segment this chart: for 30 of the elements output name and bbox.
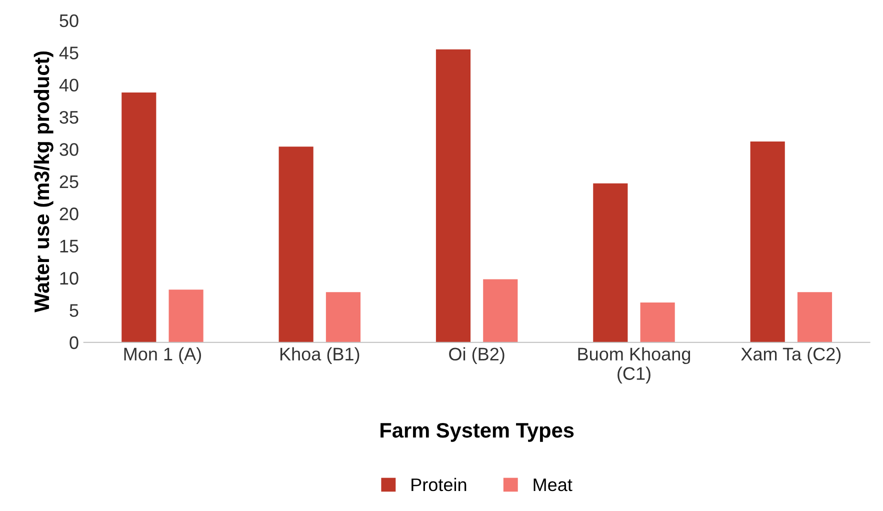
y-tick-label: 50 (60, 14, 78, 28)
bar (483, 279, 518, 342)
legend-label: Meat (534, 478, 572, 492)
x-tick-label: Mon 1 (A) (124, 347, 201, 364)
bar (593, 183, 628, 342)
bar (750, 141, 785, 342)
x-tick-label: Xam Ta (C2) (741, 347, 841, 364)
y-tick-label: 0 (70, 336, 78, 350)
bar (436, 49, 471, 342)
y-tick-label: 20 (60, 208, 78, 220)
legend-label: Protein (412, 478, 466, 492)
y-tick-label: 45 (59, 46, 78, 60)
bar (278, 146, 314, 342)
x-tick-label: Khoa (B1) (280, 347, 360, 364)
y-tick-label: 15 (60, 240, 78, 253)
y-tick-label: 30 (60, 143, 78, 156)
x-tick-label: Oi (B2) (449, 347, 504, 364)
bar (326, 292, 361, 342)
y-tick-label: 40 (59, 78, 78, 92)
bar (168, 290, 204, 342)
y-tick-label: 10 (60, 272, 78, 285)
x-tick-label: Buom Khoang (C1) (578, 347, 690, 384)
y-tick-label: 25 (60, 175, 78, 188)
y-tick-label: 5 (70, 304, 78, 317)
y-tick-label: 35 (60, 110, 78, 124)
y-axis-title: Water use (m3/kg product) (34, 51, 54, 312)
bar (797, 292, 832, 342)
bar (640, 302, 675, 342)
bar (122, 92, 156, 342)
x-axis-title: Farm System Types (380, 422, 574, 442)
